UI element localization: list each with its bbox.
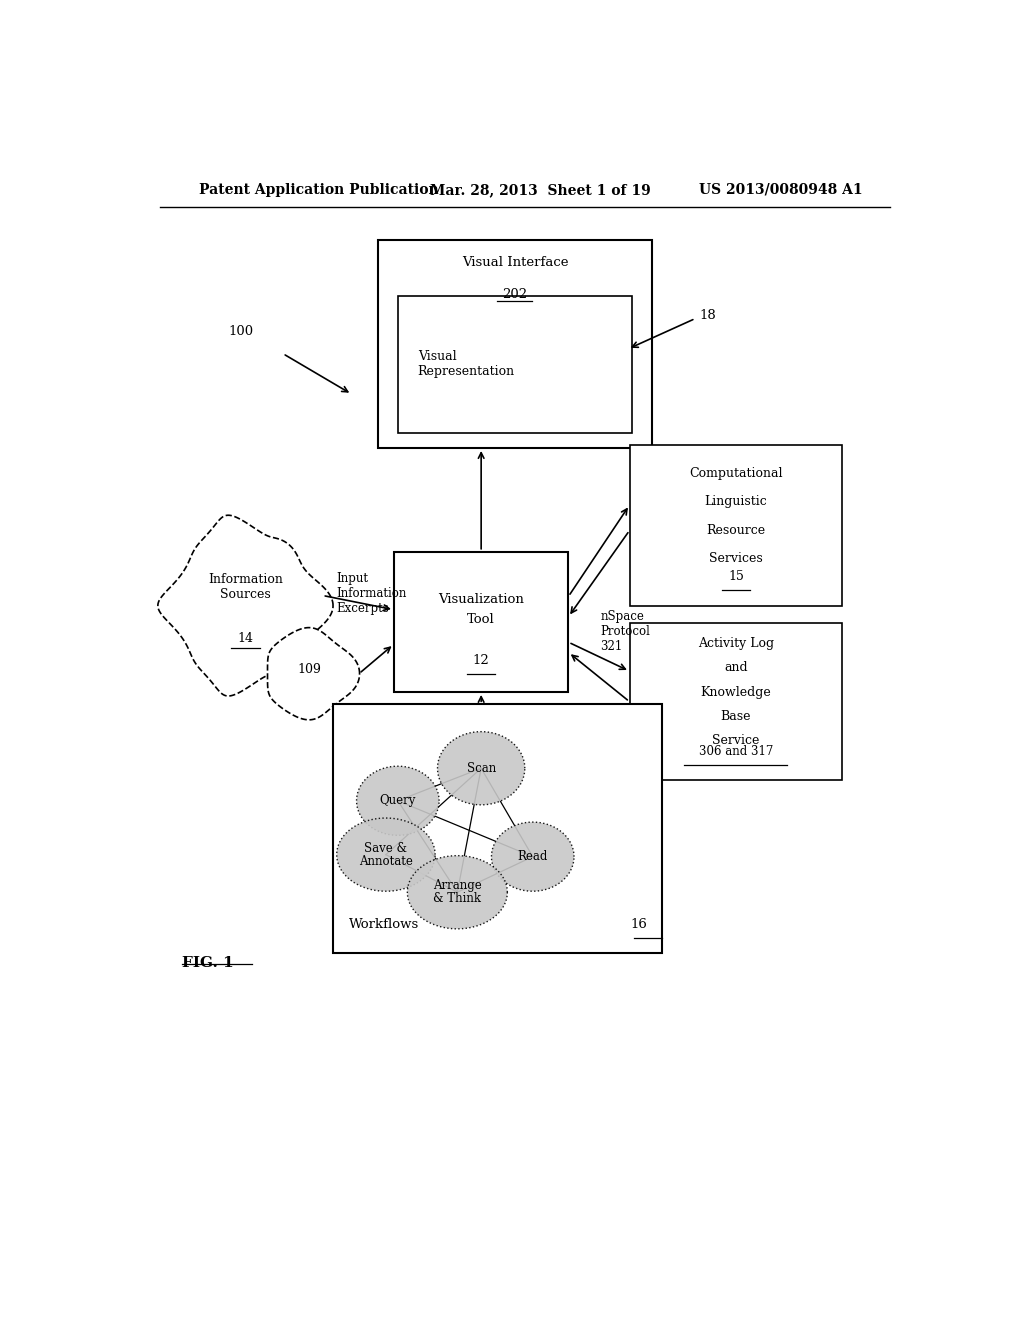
FancyBboxPatch shape — [378, 240, 651, 447]
Text: 12: 12 — [473, 653, 489, 667]
Text: Activity Log: Activity Log — [697, 636, 774, 649]
Text: Computational: Computational — [689, 467, 782, 480]
Text: Input
Information
Excerpts: Input Information Excerpts — [336, 572, 407, 615]
Text: & Think: & Think — [433, 892, 481, 906]
Text: 16: 16 — [631, 917, 648, 931]
Text: Mar. 28, 2013  Sheet 1 of 19: Mar. 28, 2013 Sheet 1 of 19 — [430, 183, 650, 197]
Text: 202: 202 — [503, 289, 527, 301]
Text: Scan: Scan — [467, 762, 496, 775]
Text: 100: 100 — [228, 325, 254, 338]
PathPatch shape — [492, 822, 574, 891]
Text: Base: Base — [721, 710, 752, 723]
Text: FIG. 1: FIG. 1 — [182, 956, 233, 970]
PathPatch shape — [356, 766, 439, 836]
Text: Read: Read — [517, 850, 548, 863]
Text: 18: 18 — [699, 309, 716, 322]
Text: Service: Service — [713, 734, 760, 747]
Text: Tool: Tool — [467, 614, 495, 627]
Text: nSpace
Protocol
321: nSpace Protocol 321 — [600, 610, 650, 652]
Text: Linguistic: Linguistic — [705, 495, 767, 508]
Text: Visual Interface: Visual Interface — [462, 256, 568, 269]
Text: Patent Application Publication: Patent Application Publication — [200, 183, 439, 197]
Text: Annotate: Annotate — [359, 855, 413, 867]
PathPatch shape — [408, 855, 507, 929]
Text: Visual
Representation: Visual Representation — [418, 350, 515, 379]
PathPatch shape — [337, 818, 435, 891]
Text: Workflows: Workflows — [348, 917, 419, 931]
FancyBboxPatch shape — [630, 445, 842, 606]
FancyBboxPatch shape — [394, 552, 568, 692]
Text: US 2013/0080948 A1: US 2013/0080948 A1 — [699, 183, 863, 197]
Text: Save &: Save & — [365, 842, 408, 854]
Text: 109: 109 — [297, 663, 321, 676]
Text: Visualization: Visualization — [438, 593, 524, 606]
Text: Arrange: Arrange — [433, 879, 481, 892]
Text: Resource: Resource — [707, 524, 766, 537]
Text: and: and — [724, 661, 748, 675]
Text: Information
Sources: Information Sources — [208, 573, 283, 602]
PathPatch shape — [437, 731, 524, 805]
FancyBboxPatch shape — [630, 623, 842, 780]
Text: Knowledge: Knowledge — [700, 685, 771, 698]
Text: Query: Query — [380, 795, 416, 808]
FancyBboxPatch shape — [397, 296, 632, 433]
Text: 14: 14 — [238, 632, 254, 644]
PathPatch shape — [267, 627, 359, 719]
Text: Services: Services — [709, 552, 763, 565]
PathPatch shape — [158, 515, 333, 696]
Text: 15: 15 — [728, 570, 743, 583]
Text: 306 and 317: 306 and 317 — [698, 744, 773, 758]
FancyBboxPatch shape — [333, 704, 663, 953]
